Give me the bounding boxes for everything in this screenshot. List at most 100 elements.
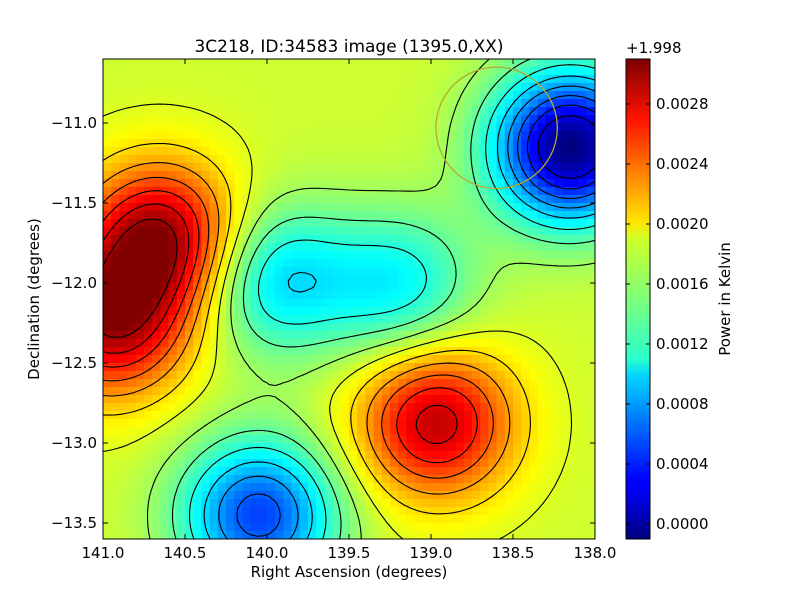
heatmap-cell [504,435,514,444]
heatmap-cell [340,155,350,164]
heatmap-cell [439,451,448,460]
heatmap-cell [111,419,120,428]
heatmap-cell [135,59,145,68]
heatmap-cell [176,483,186,492]
heatmap-cell [463,219,473,228]
heatmap-cell [381,275,391,284]
heatmap-cell [422,475,432,484]
heatmap-cell [545,299,555,308]
heatmap-cell [234,459,243,468]
heatmap-cell [275,363,284,372]
heatmap-cell [176,387,186,396]
heatmap-cell [168,291,178,300]
heatmap-cell [144,235,153,244]
heatmap-cell [176,203,186,212]
heatmap-cell [242,171,252,180]
heatmap-cell [234,507,243,516]
heatmap-cell [365,299,375,308]
heatmap-cell [570,243,580,252]
heatmap-cell [422,483,432,492]
heatmap-cell [398,139,407,148]
heatmap-cell [316,243,325,252]
heatmap-cell [357,299,366,308]
heatmap-cell [513,203,522,212]
heatmap-cell [406,219,416,228]
heatmap-cell [570,99,580,108]
heatmap-cell [176,339,186,348]
heatmap-cell [308,475,317,484]
heatmap-cell [529,235,539,244]
heatmap-cell [406,323,416,332]
heatmap-cell [406,211,416,220]
heatmap-cell [103,179,112,188]
heatmap-cell [537,147,547,156]
heatmap-cell [504,91,514,100]
heatmap-cell [472,267,481,276]
heatmap-cell [365,219,375,228]
heatmap-cell [422,531,432,539]
heatmap-cell [357,403,366,412]
heatmap-cell [554,91,563,100]
heatmap-cell [127,195,137,204]
heatmap-cell [111,347,120,356]
heatmap-cell [316,91,325,100]
heatmap-cell [234,291,243,300]
heatmap-cell [578,347,588,356]
heatmap-cell [242,363,252,372]
heatmap-cell [119,259,129,268]
heatmap-cell [357,339,366,348]
heatmap-cell [504,331,514,340]
heatmap-cell [472,259,481,268]
heatmap-cell [226,355,235,364]
heatmap-cell [398,435,407,444]
heatmap-cell [209,419,219,428]
heatmap-cell [578,67,588,76]
heatmap-cell [365,491,375,500]
heatmap-cell [316,387,325,396]
heatmap-cell [283,323,293,332]
heatmap-cell [447,275,457,284]
heatmap-cell [209,475,219,484]
heatmap-cell [299,355,309,364]
heatmap-cell [324,515,334,524]
heatmap-cell [291,107,301,116]
heatmap-cell [267,115,276,124]
heatmap-cell [349,523,358,532]
heatmap-cell [103,459,112,468]
heatmap-cell [193,243,202,252]
heatmap-cell [545,219,555,228]
heatmap-cell [513,395,522,404]
heatmap-cell [250,459,260,468]
heatmap-cell [340,91,350,100]
heatmap-cell [152,59,161,68]
heatmap-cell [513,67,522,76]
heatmap-cell [529,123,539,132]
heatmap-cell [414,59,424,68]
heatmap-cell [242,323,252,332]
heatmap-cell [570,427,580,436]
heatmap-cell [283,315,293,324]
heatmap-cell [422,411,432,420]
heatmap-cell [521,515,530,524]
heatmap-cell [119,67,129,76]
heatmap-cell [193,443,202,452]
heatmap-cell [299,235,309,244]
heatmap-cell [283,459,293,468]
heatmap-cell [103,83,112,92]
heatmap-cell [422,59,432,68]
heatmap-cell [242,331,252,340]
heatmap-cell [406,275,416,284]
heatmap-cell [349,395,358,404]
heatmap-cell [275,531,284,539]
heatmap-cell [209,315,219,324]
heatmap-cell [193,403,202,412]
heatmap-cell [513,427,522,436]
heatmap-cell [447,451,457,460]
heatmap-cell [488,171,498,180]
heatmap-cell [373,59,383,68]
heatmap-cell [152,371,161,380]
heatmap-cell [267,435,276,444]
heatmap-cell [381,307,391,316]
heatmap-cell [111,267,120,276]
heatmap-cell [226,155,235,164]
